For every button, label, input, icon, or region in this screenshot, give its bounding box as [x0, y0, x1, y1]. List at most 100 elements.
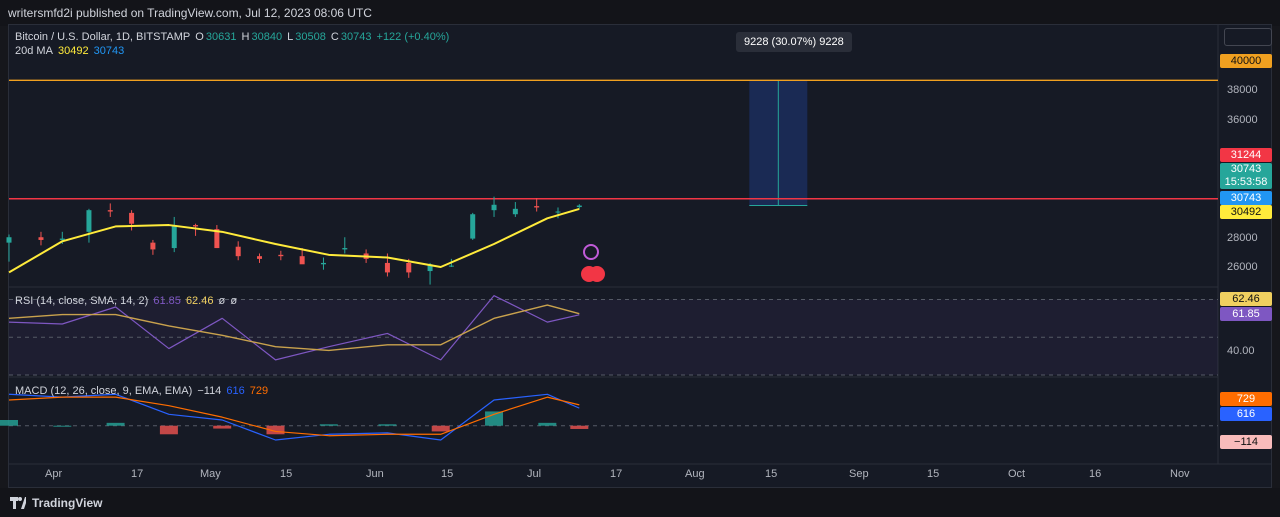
candle-body: [491, 204, 497, 211]
open-value: 30631: [205, 31, 237, 43]
time-tick: 17: [610, 468, 623, 480]
time-tick: Jun: [366, 468, 384, 480]
candle-body: [384, 262, 390, 273]
rsi-ma-line: [8, 304, 580, 352]
ma-legend: 20d MA 30492 30743: [15, 45, 126, 57]
rsi-value-3: ø: [218, 295, 226, 307]
candle-body: [576, 205, 582, 208]
candle-body: [86, 210, 92, 232]
high-value: 30840: [251, 31, 283, 43]
macd-signal-tag: 729: [1220, 392, 1272, 406]
time-tick: 15: [765, 468, 778, 480]
candle-body: [299, 256, 305, 265]
time-tick: 15: [441, 468, 454, 480]
candle-body: [555, 211, 561, 213]
rsi-value-1: 61.85: [153, 295, 181, 307]
candle-body: [427, 264, 433, 272]
ma-value-1: 30492: [57, 45, 89, 57]
tradingview-brand: TradingView: [32, 496, 103, 510]
close-label: C: [330, 31, 339, 43]
open-label: O: [195, 31, 204, 43]
macd-legend: MACD (12, 26, close, 9, EMA, EMA) −114 6…: [15, 385, 270, 397]
rsi-level-tick: 40.00: [1227, 345, 1255, 357]
publisher-bar: writersmfd2i published on TradingView.co…: [0, 0, 1280, 26]
macd-histogram-bar: [378, 424, 397, 426]
rsi-value-2: 62.46: [185, 295, 214, 307]
price-tag-31244: 31244: [1220, 148, 1272, 162]
time-tick: Jul: [527, 468, 542, 480]
countdown-value: 15:53:58: [1224, 176, 1268, 188]
high-label: H: [241, 31, 250, 43]
macd-label[interactable]: MACD (12, 26, close, 9, EMA, EMA): [15, 385, 193, 397]
tradingview-logo-icon: [10, 497, 26, 509]
price-tag-ma: 30492: [1220, 205, 1272, 219]
candle-body: [59, 238, 65, 240]
macd-tag: 616: [1220, 407, 1272, 421]
macd-value-1: −114: [197, 385, 222, 397]
rsi-value-4: ø: [230, 295, 238, 307]
candle-body: [171, 225, 177, 249]
macd-signal-line: [8, 396, 580, 437]
price-tag-close: 30743: [1220, 191, 1272, 205]
macd-histogram-bar: [538, 422, 557, 426]
candle-body: [150, 242, 156, 250]
tradingview-logo[interactable]: TradingView: [10, 496, 102, 510]
rsi-tag: 61.85: [1220, 307, 1272, 321]
chart-svg[interactable]: [0, 0, 1280, 488]
candle-body: [214, 229, 220, 249]
candle-body: [534, 206, 540, 208]
scale-settings-button[interactable]: [1224, 28, 1272, 46]
price-tag-40000: 40000: [1220, 54, 1272, 68]
macd-value-3: 729: [249, 385, 269, 397]
chart-frame[interactable]: [8, 24, 1272, 488]
macd-hist-tag: −114: [1220, 435, 1272, 449]
candle-body: [448, 265, 454, 267]
macd-histogram-bar: [266, 425, 285, 435]
candle-body: [38, 237, 44, 240]
rsi-line: [8, 295, 580, 361]
change-value: +122 (+0.40%): [376, 31, 450, 43]
time-tick: May: [200, 468, 221, 480]
macd-histogram-bar: [570, 425, 589, 429]
publisher-text: writersmfd2i published on TradingView.co…: [8, 6, 372, 20]
macd-line: [8, 393, 580, 441]
close-value: 30743: [340, 31, 372, 43]
price-legend: Bitcoin / U.S. Dollar, 1D, BITSTAMP O 306…: [15, 31, 451, 43]
footer-bar: TradingView: [0, 488, 1280, 517]
macd-value-2: 616: [226, 385, 245, 397]
ma-line: [8, 207, 580, 274]
macd-histogram-bar: [319, 424, 338, 426]
macd-histogram-bar: [213, 425, 232, 429]
rsi-ma-tag: 62.46: [1220, 292, 1272, 306]
macd-histogram-bar: [485, 411, 504, 426]
candle-body: [470, 214, 476, 239]
candle-body: [406, 262, 412, 273]
macd-histogram-bar: [106, 422, 125, 426]
macd-histogram-bar: [159, 425, 178, 435]
candle-body: [129, 212, 135, 224]
time-tick: 15: [280, 468, 293, 480]
us-flag-event-icon[interactable]: [589, 266, 605, 282]
candle-body: [278, 254, 284, 257]
rsi-label[interactable]: RSI (14, close, SMA, 14, 2): [15, 295, 149, 307]
candle-body: [193, 225, 199, 227]
rsi-legend: RSI (14, close, SMA, 14, 2) 61.85 62.46 …: [15, 295, 239, 307]
last-price-tag: 30743 15:53:58: [1220, 163, 1272, 189]
candle-body: [257, 256, 263, 259]
time-tick: Sep: [849, 468, 869, 480]
price-tick: 26000: [1227, 261, 1258, 273]
ma-value-2: 30743: [93, 45, 125, 57]
candle-body: [235, 246, 241, 257]
measure-tooltip: 9228 (30.07%) 9228: [736, 32, 852, 52]
flash-icon[interactable]: [583, 244, 599, 260]
low-value: 30508: [295, 31, 326, 43]
time-tick: Apr: [45, 468, 63, 480]
candle-body: [512, 208, 518, 215]
price-tick: 28000: [1227, 232, 1258, 244]
symbol-label[interactable]: Bitcoin / U.S. Dollar, 1D, BITSTAMP: [15, 31, 191, 43]
last-price-value: 30743: [1230, 163, 1262, 175]
candle-body: [107, 210, 113, 212]
ma-label[interactable]: 20d MA: [15, 45, 53, 57]
macd-histogram-bar: [0, 420, 18, 426]
time-tick: Nov: [1170, 468, 1190, 480]
